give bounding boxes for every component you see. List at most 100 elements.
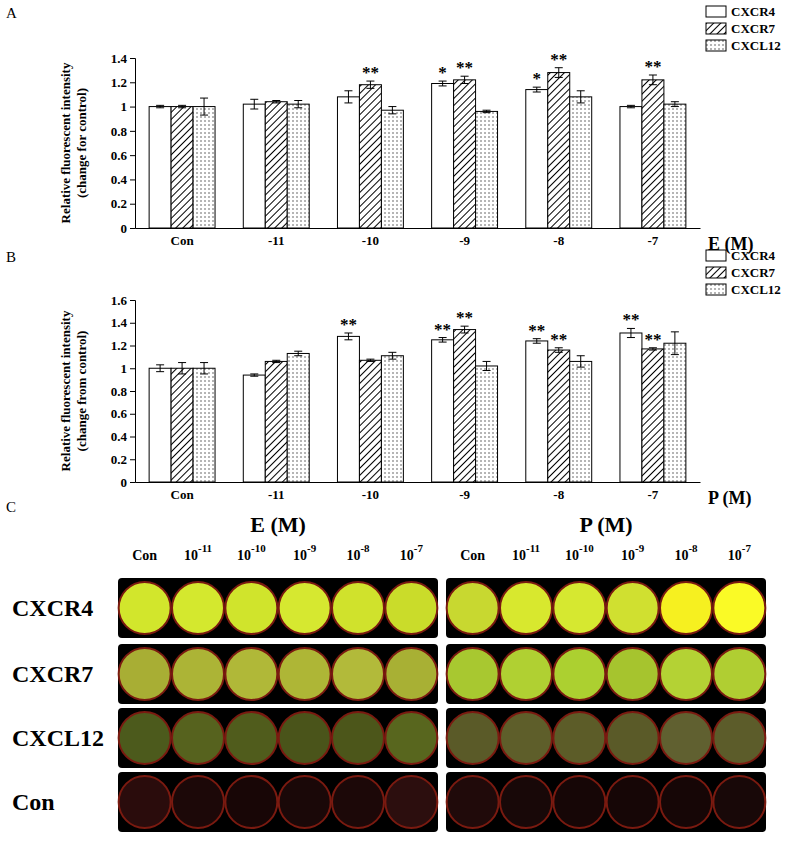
x-tick-label: -11: [268, 233, 285, 248]
y-tick-label: 1.4: [111, 315, 128, 330]
y-axis-title-line: (change for control): [74, 88, 89, 198]
error-bar-stem: [204, 98, 205, 115]
y-tick: 0.4: [111, 429, 135, 444]
error-bar-cap: [156, 364, 164, 365]
bar: [476, 111, 498, 228]
column-label-base: 10: [674, 548, 688, 563]
y-tick: 0.8: [111, 124, 135, 139]
well: [553, 582, 605, 634]
column-label: 10-9: [621, 542, 645, 563]
legend-label: CXCL12: [731, 38, 781, 53]
error-bar: [366, 359, 374, 361]
error-bar: [250, 374, 258, 376]
x-axis: Con-11-10-9-8-7: [136, 482, 701, 502]
legend-item: CXCL12: [706, 282, 781, 297]
y-axis-title-line: Relative fluorescent intensity: [58, 62, 73, 223]
bar: [432, 84, 454, 229]
error-bar-stem: [348, 91, 349, 103]
error-bar-stem: [558, 68, 559, 78]
x-tick-label: -9: [459, 233, 470, 248]
significance-label: **: [550, 50, 567, 69]
bar: [454, 330, 476, 482]
well: [119, 776, 171, 828]
column-label-exponent: -11: [198, 542, 212, 554]
x-tick: -8: [553, 228, 564, 248]
x-axis-title: P (M): [708, 488, 751, 509]
error-bar-cap: [555, 352, 563, 353]
y-tick: 0.2: [111, 452, 135, 467]
x-tick-label: Con: [171, 233, 195, 248]
error-bar-cap: [200, 115, 208, 116]
bar: [548, 350, 570, 482]
error-bar-cap: [439, 342, 447, 343]
bar: [548, 73, 570, 228]
x-tick-label: -9: [459, 487, 470, 502]
bar: [381, 356, 403, 482]
x-axis: Con -11 -10 -9 -8 -7: [136, 228, 701, 248]
column-label-exponent: -10: [579, 542, 594, 554]
well: [119, 582, 171, 634]
error-bar-cap: [178, 362, 186, 363]
x-tick-label: -7: [647, 233, 658, 248]
error-bar: [178, 363, 186, 374]
error-bar-cap: [533, 343, 541, 344]
error-bar-cap: [272, 360, 280, 361]
x-tick: -9: [459, 228, 470, 248]
error-bar-cap: [200, 362, 208, 363]
x-tick: -10: [362, 482, 379, 502]
error-bar-stem: [464, 76, 465, 83]
y-tick: 1: [121, 361, 136, 376]
column-label-exponent: -8: [688, 542, 698, 554]
column-label-base: 10: [728, 548, 742, 563]
well: [660, 712, 712, 764]
bar: [243, 375, 265, 482]
significance-label: **: [340, 315, 357, 334]
x-tick-label: -11: [268, 487, 285, 502]
y-tick: 0.6: [111, 148, 135, 163]
error-bar-cap: [627, 337, 635, 338]
significance-label: **: [644, 330, 661, 349]
y-tick: 1.2: [111, 75, 135, 90]
significance-label: **: [362, 63, 379, 82]
y-tick-mark: [130, 368, 135, 369]
y-axis-title: Relative fluorescent intensity(change fo…: [58, 62, 89, 223]
error-bar-cap: [200, 373, 208, 374]
error-bar-cap: [483, 370, 491, 371]
column-label-exponent: -11: [526, 542, 540, 554]
legend-swatch: [706, 284, 726, 295]
error-bar-cap: [649, 84, 657, 85]
y-tick-mark: [130, 346, 135, 347]
well-strip: [118, 644, 438, 704]
error-bar-stem: [204, 363, 205, 374]
error-bar-cap: [577, 90, 585, 91]
well: [385, 776, 437, 828]
y-axis-line: [130, 301, 136, 483]
column-label-base: Con: [460, 548, 485, 563]
well: [172, 582, 224, 634]
well: [447, 648, 499, 700]
error-bar: [577, 356, 585, 367]
well: [500, 712, 552, 764]
significance-label: *: [533, 69, 542, 88]
column-label-exponent: -9: [635, 542, 645, 554]
group-title: P (M): [579, 512, 632, 537]
well: [172, 776, 224, 828]
row-label: CXCR7: [12, 661, 93, 687]
error-bar: [388, 107, 396, 114]
column-label-exponent: -8: [360, 542, 370, 554]
y-tick: 0: [121, 475, 136, 490]
well: [225, 582, 277, 634]
well: [553, 776, 605, 828]
error-bar-cap: [577, 102, 585, 103]
x-tick-label: -8: [553, 233, 564, 248]
y-tick-label: 1.2: [111, 75, 127, 90]
well: [500, 582, 552, 634]
image-panel: CCXCR4CXCR7CXCL12ConE (M)Con10-1110-1010…: [6, 499, 766, 832]
well: [385, 712, 437, 764]
x-tick: -10: [362, 228, 379, 248]
panel-label: C: [6, 499, 16, 515]
y-tick-label: 0.4: [111, 172, 128, 187]
well: [279, 712, 331, 764]
well: [713, 712, 765, 764]
x-tick: -11: [268, 482, 285, 502]
